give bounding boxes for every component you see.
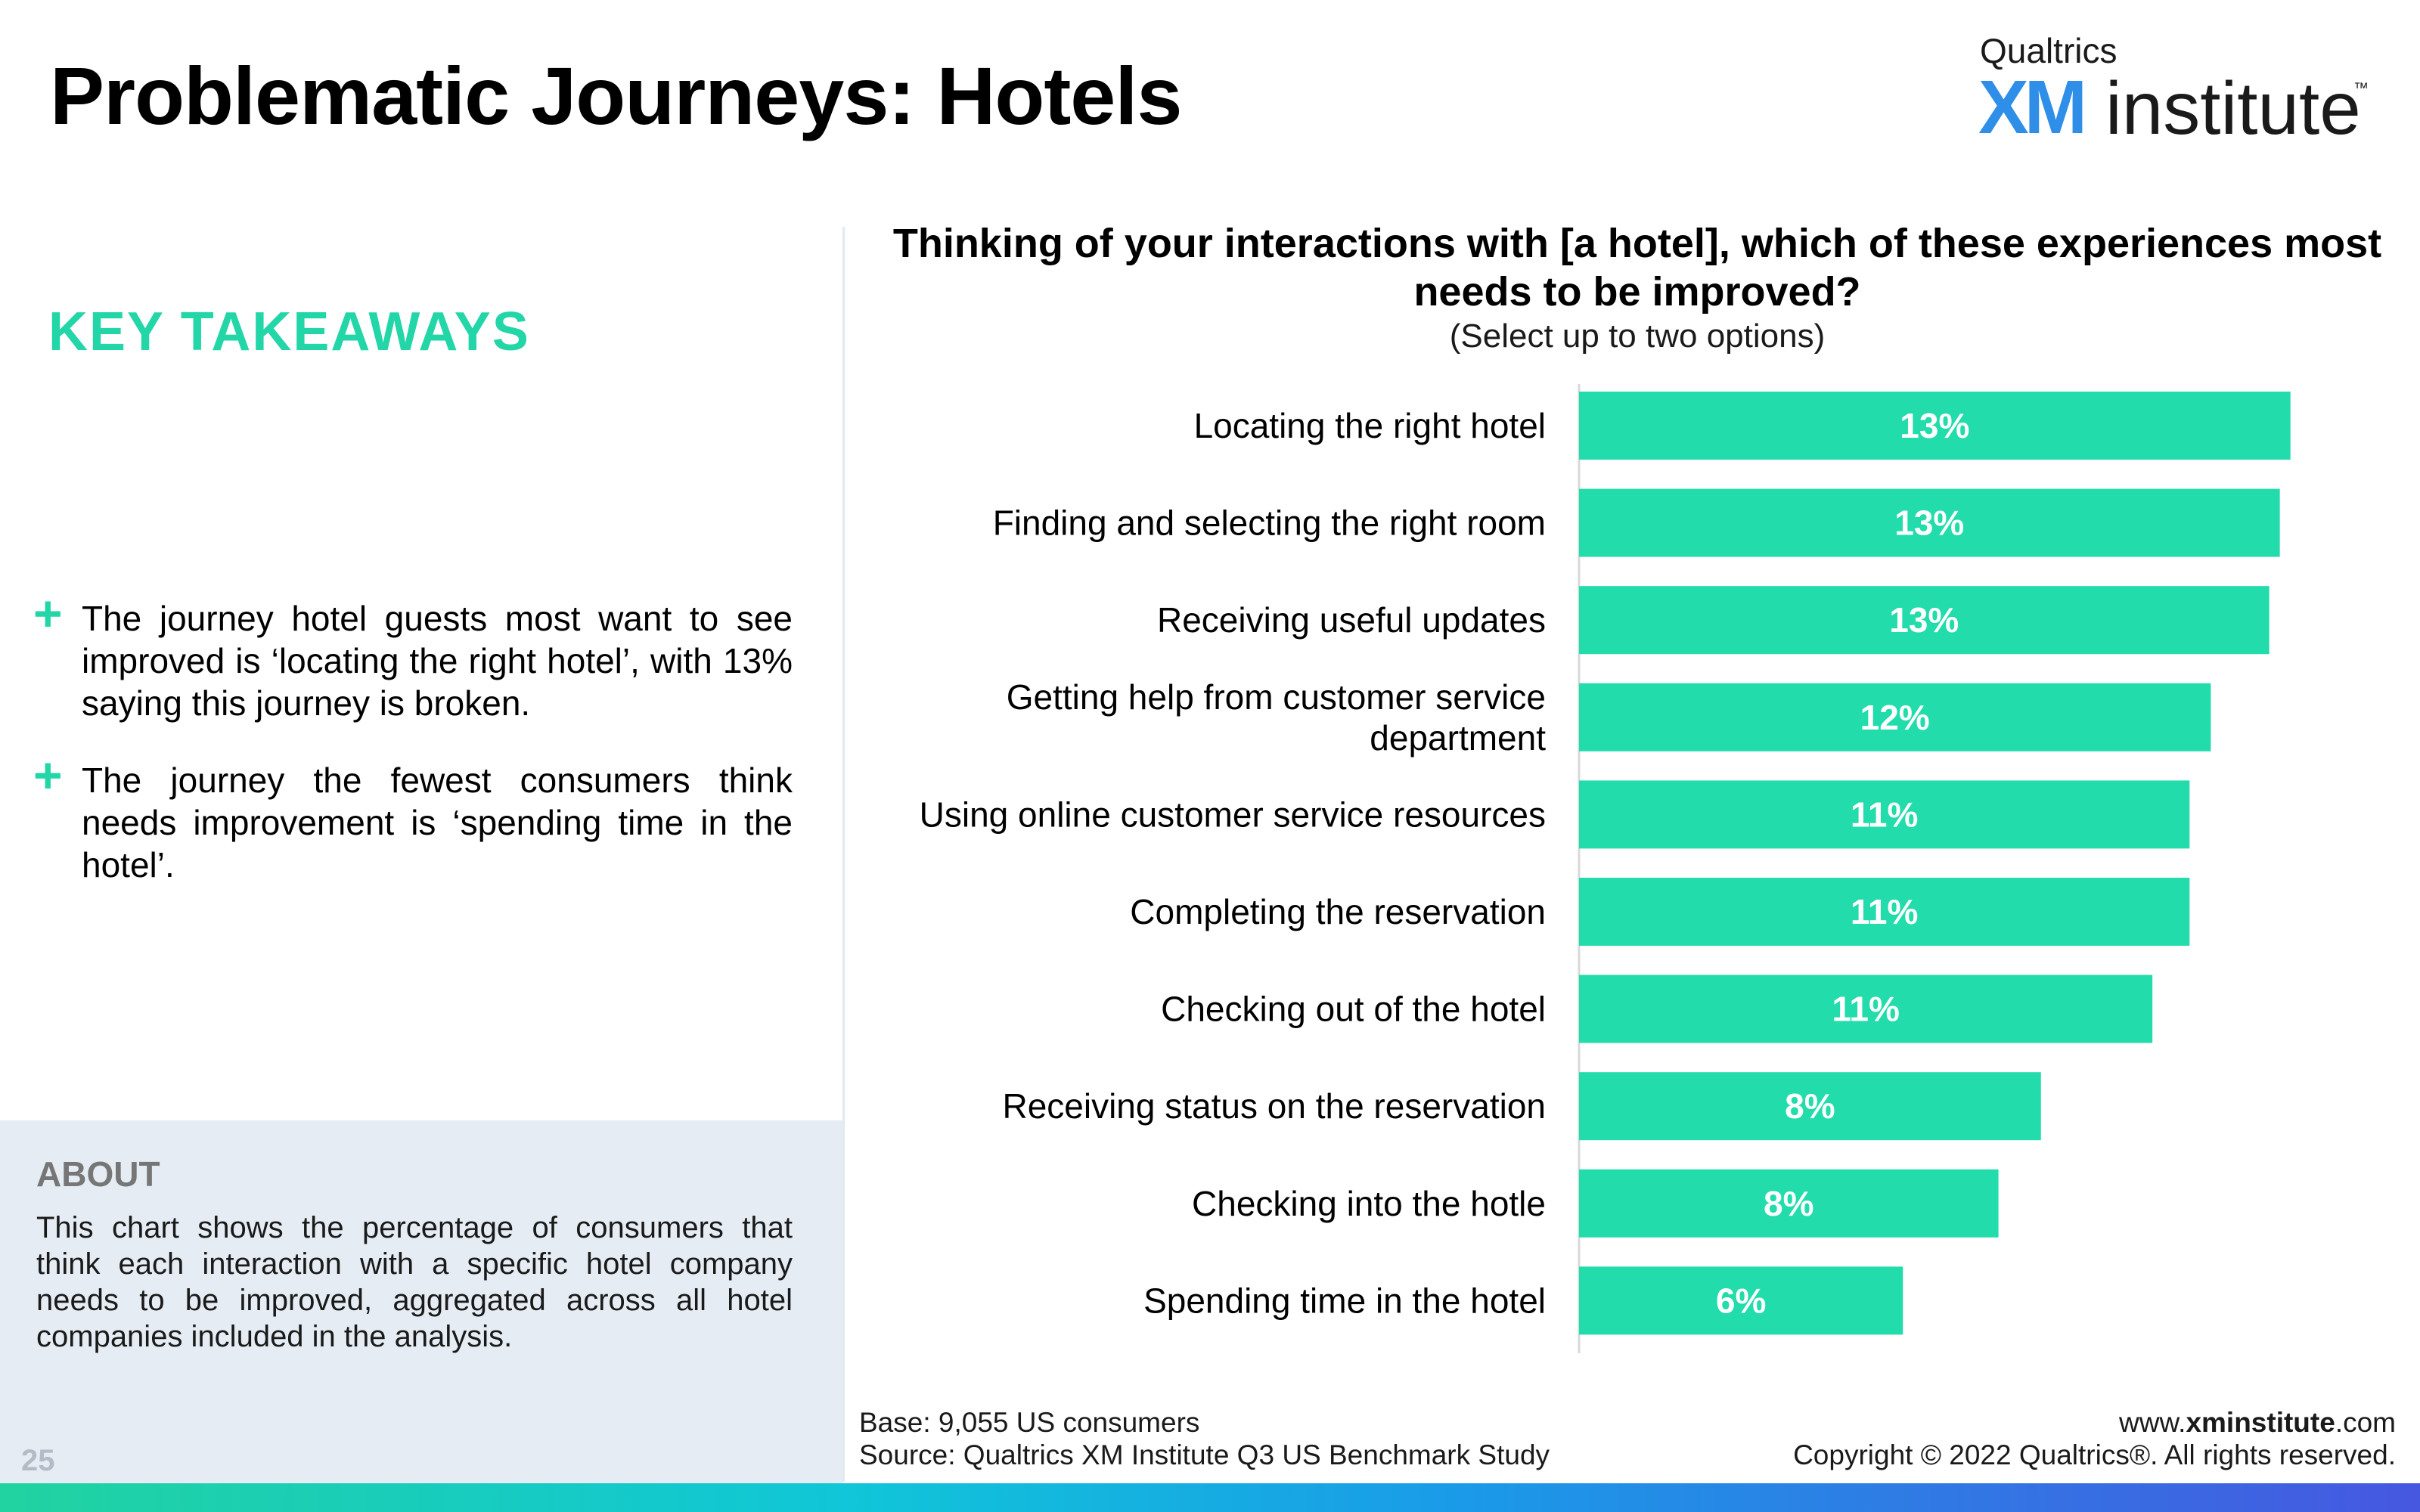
bar-value-label: 11% — [1851, 892, 1919, 931]
bar-value-label: 6% — [1716, 1281, 1766, 1320]
key-takeaways-heading: KEY TAKEAWAYS — [48, 302, 530, 362]
bar-value-label: 8% — [1764, 1184, 1813, 1223]
about-panel: ABOUT This chart shows the percentage of… — [0, 1120, 842, 1483]
category-label: department — [1370, 718, 1546, 758]
logo-trademark: ™ — [2353, 80, 2369, 97]
category-label: Spending time in the hotel — [1143, 1281, 1546, 1320]
bar — [1579, 683, 2211, 751]
about-heading: ABOUT — [36, 1154, 160, 1194]
website-prefix: www. — [2119, 1407, 2186, 1438]
plus-icon: + — [33, 747, 63, 803]
bar — [1579, 780, 2190, 849]
plus-icon: + — [33, 585, 63, 641]
category-label: Checking out of the hotel — [1161, 990, 1546, 1029]
base-note: Base: 9,055 US consumers — [859, 1407, 1200, 1438]
bar — [1579, 878, 2190, 946]
logo-brand-institute: institute — [2105, 67, 2361, 150]
takeaway-item: + The journey hotel guests most want to … — [33, 588, 793, 724]
website-link[interactable]: www.xminstitute.com — [1793, 1406, 2396, 1439]
bar-value-label: 12% — [1860, 698, 1930, 737]
website-suffix: .com — [2335, 1407, 2396, 1438]
bar-value-label: 13% — [1894, 503, 1964, 543]
bar — [1579, 392, 2291, 460]
category-label: Getting help from customer service — [1007, 677, 1546, 717]
chart-subtitle: (Select up to two options) — [1449, 318, 1826, 355]
bottom-gradient-strip — [0, 1483, 2420, 1512]
page-title: Problematic Journeys: Hotels — [50, 50, 1182, 141]
website-domain: xminstitute — [2186, 1407, 2335, 1438]
source-note: Source: Qualtrics XM Institute Q3 US Ben… — [859, 1439, 1550, 1470]
bar-value-label: 11% — [1851, 795, 1919, 834]
bar-value-label: 13% — [1900, 406, 1969, 445]
takeaway-text: The journey hotel guests most want to se… — [82, 599, 793, 723]
logo-brand-xm: XM — [1978, 65, 2087, 150]
bar — [1579, 488, 2280, 557]
footer-notes: Base: 9,055 US consumers Source: Qualtri… — [859, 1406, 1550, 1471]
bar-value-label: 13% — [1889, 600, 1959, 640]
page-number: 25 — [21, 1444, 55, 1477]
bar-value-label: 8% — [1785, 1086, 1835, 1126]
bar — [1579, 1266, 1903, 1335]
category-label: Locating the right hotel — [1194, 406, 1546, 445]
bar — [1579, 1072, 2041, 1141]
xm-institute-logo: Qualtrics XM institute ™ — [1978, 30, 2372, 150]
copyright-text: Copyright © 2022 Qualtrics®. All rights … — [1793, 1439, 2396, 1470]
about-body: This chart shows the percentage of consu… — [36, 1211, 793, 1353]
takeaways-list: + The journey hotel guests most want to … — [33, 588, 793, 921]
bar — [1579, 974, 2153, 1043]
category-label: Finding and selecting the right room — [993, 503, 1546, 543]
category-label: Receiving useful updates — [1157, 600, 1546, 640]
category-label: Checking into the hotle — [1192, 1184, 1546, 1223]
bar — [1579, 586, 2270, 655]
category-label: Receiving status on the reservation — [1002, 1086, 1546, 1126]
takeaway-text: The journey the fewest consumers think n… — [82, 761, 793, 885]
bar — [1579, 1169, 1999, 1238]
category-label: Using online customer service resources — [920, 795, 1546, 834]
bar-value-label: 11% — [1832, 990, 1900, 1029]
category-label: Completing the reservation — [1130, 892, 1546, 931]
logo-brand-qualtrics: Qualtrics — [1980, 31, 2118, 70]
vertical-divider — [842, 227, 845, 1482]
footer-copyright: www.xminstitute.com Copyright © 2022 Qua… — [1793, 1406, 2396, 1471]
takeaway-item: + The journey the fewest consumers think… — [33, 750, 793, 886]
chart-title: Thinking of your interactions with [a ho… — [892, 221, 2382, 314]
